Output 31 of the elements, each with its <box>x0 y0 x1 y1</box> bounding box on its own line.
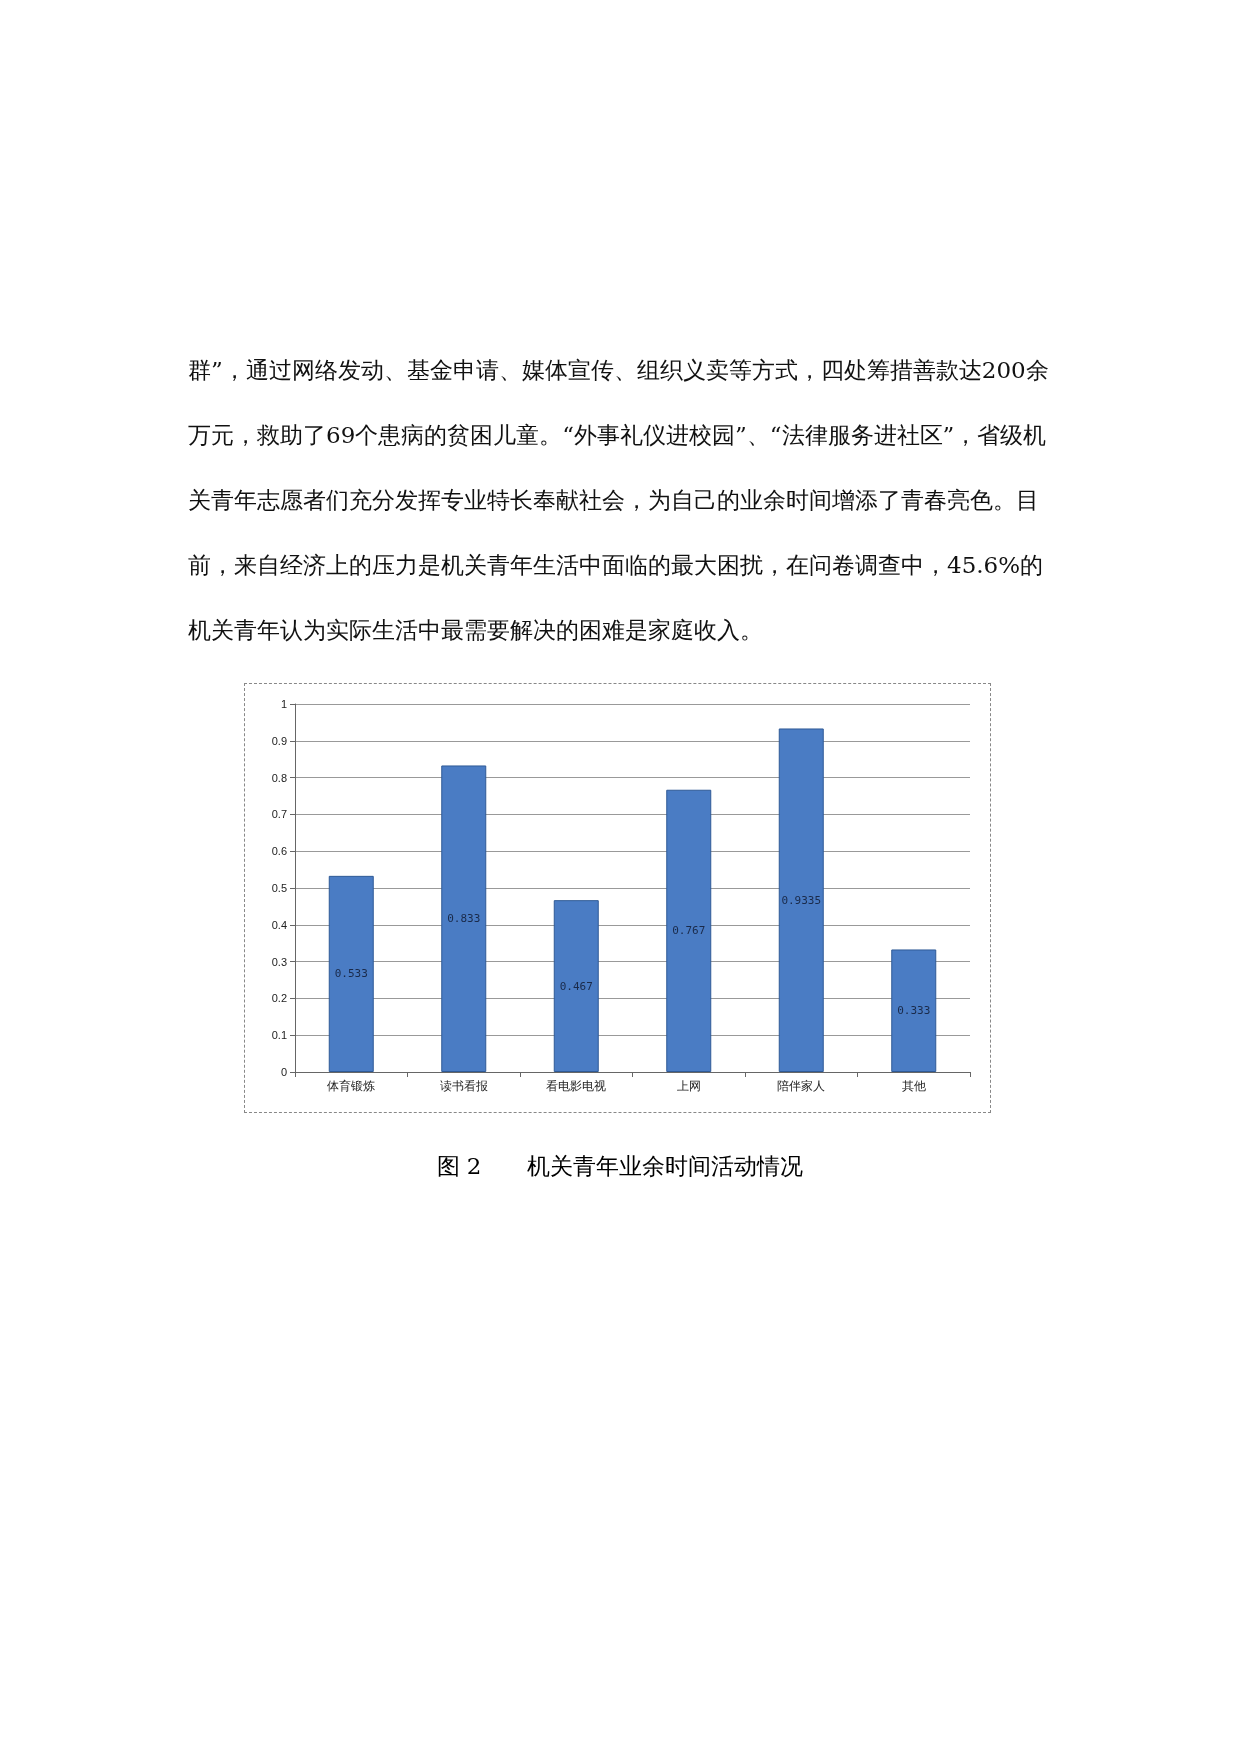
y-tick-label: 0.2 <box>271 992 287 1005</box>
x-tick-label: 看电影电视 <box>546 1079 607 1093</box>
y-tick-label: 0 <box>280 1066 287 1078</box>
bar <box>441 765 487 1072</box>
y-tick-label: 1 <box>280 698 287 710</box>
y-tick-label: 0.9 <box>271 734 287 747</box>
x-tick-label: 上网 <box>676 1079 701 1093</box>
data-label: 0.767 <box>672 924 706 938</box>
text: 群”，通过网络发动、基金申请、媒体宣传、组织义卖等方式，四处筹措善款达200余万元，救助了69个患病的贫困儿童。“外事礼仪进校园”、“法律服务进社区”，省级机关青年志愿者们充分发挥专业特长奉献社会，为自己的业余时间增添了青春亮色。目前，来自经济上的压力是机关青年生活中面临的最大困扰，在问卷调查中，45.6%的机关青年认为实际生活中最需要解决的困难是家庭收入。 <box>188 357 1049 643</box>
bar <box>666 789 712 1072</box>
y-tick-label: 0.3 <box>271 955 287 968</box>
data-label: 0.467 <box>559 979 593 993</box>
data-label: 0.833 <box>447 912 481 926</box>
data-label: 0.9335 <box>781 893 822 907</box>
y-tick-label: 0.7 <box>271 808 287 821</box>
x-tick-label: 体育锻炼 <box>327 1079 376 1093</box>
y-tick-label: 0.4 <box>271 918 287 931</box>
y-tick-label: 0.1 <box>271 1029 287 1042</box>
bar <box>891 949 937 1072</box>
x-tick-label: 其他 <box>901 1079 926 1093</box>
x-tick-label: 陪伴家人 <box>777 1079 826 1093</box>
y-tick-label: 0.6 <box>271 845 287 858</box>
x-tick-label: 读书看报 <box>439 1079 488 1093</box>
bar <box>328 875 374 1072</box>
data-label: 0.533 <box>334 967 368 981</box>
y-tick-label: 0.8 <box>271 771 287 784</box>
data-label: 0.333 <box>897 1004 931 1018</box>
y-tick-label: 0.5 <box>271 882 287 894</box>
text: 图 2 机关青年业余时间活动情况 <box>435 1152 805 1181</box>
bar <box>778 728 824 1072</box>
bar <box>553 900 599 1072</box>
